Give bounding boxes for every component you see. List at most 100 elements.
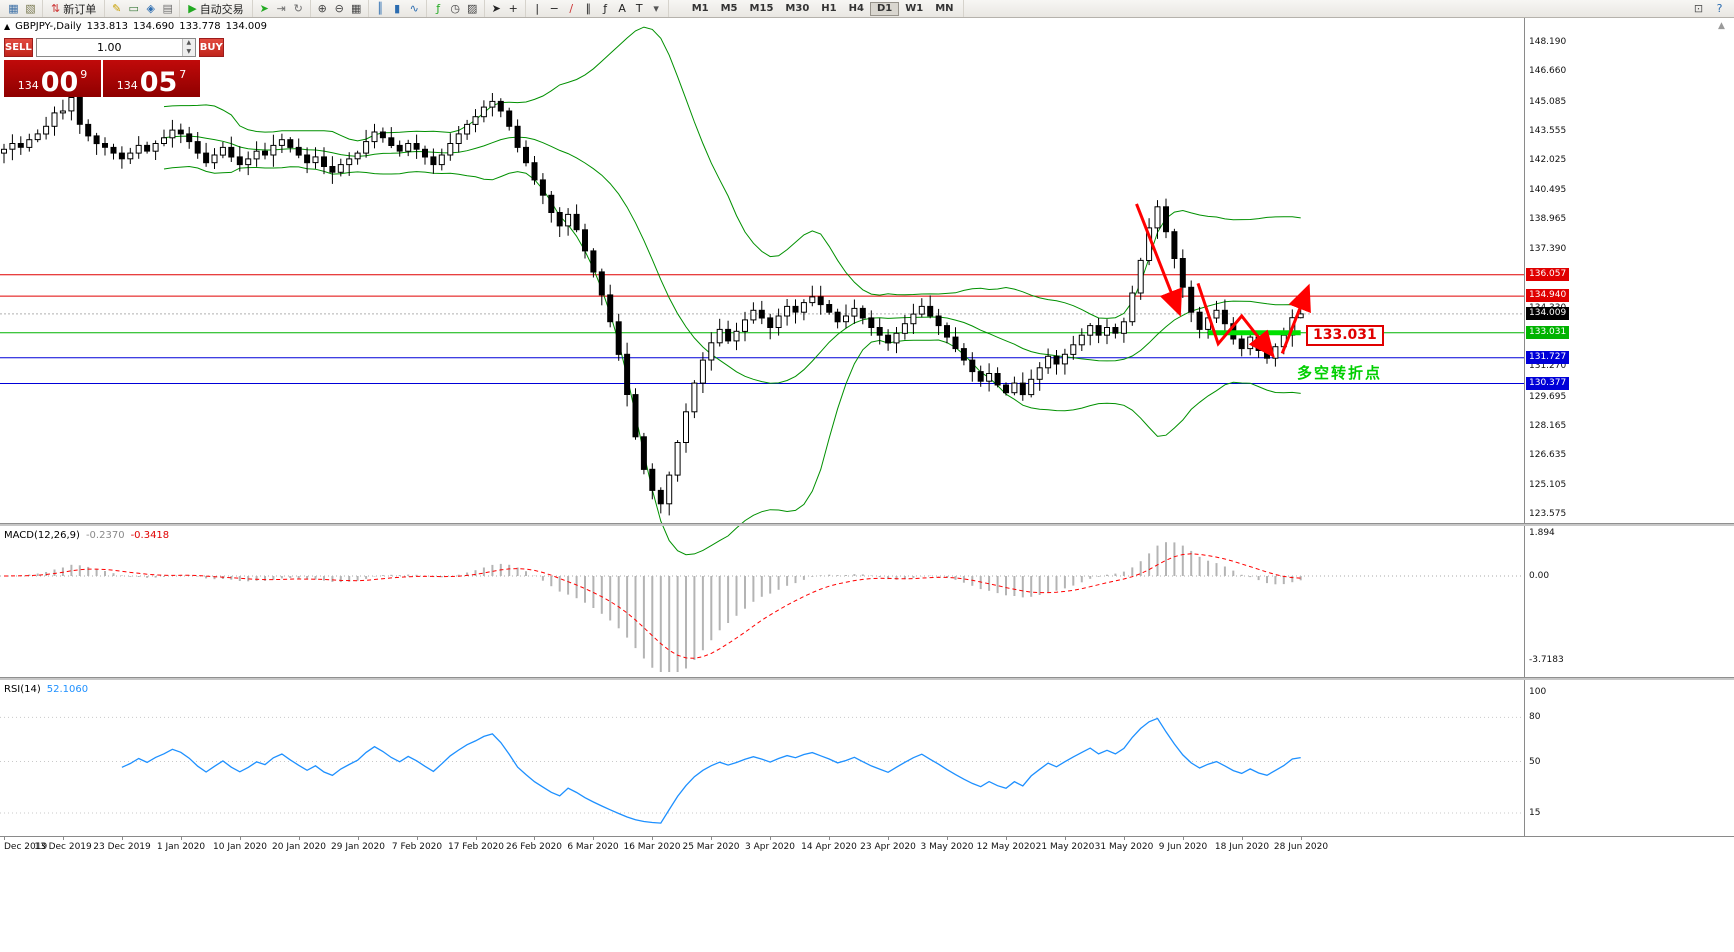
macd-scale-tick: 1.894 — [1529, 528, 1555, 539]
price-tick: 148.190 — [1529, 37, 1567, 48]
price-tick: 131.270 — [1529, 361, 1567, 372]
bar-chart-icon[interactable]: ║ — [372, 1, 389, 16]
buy-button[interactable]: BUY — [198, 38, 224, 57]
date-tick — [181, 837, 182, 840]
timeframe-button-D1[interactable]: D1 — [869, 1, 900, 16]
autotrading-button[interactable]: ▶ 自动交易 — [183, 1, 248, 17]
date-label: 23 Dec 2019 — [93, 842, 151, 852]
volume-down-button[interactable]: ▼ — [182, 47, 195, 56]
date-tick — [947, 837, 948, 840]
indicators-icon[interactable]: ƒ — [430, 1, 447, 16]
shapes-dropdown-icon[interactable]: ▾ — [648, 1, 665, 16]
price-tick: 125.105 — [1529, 479, 1567, 490]
date-tick — [888, 837, 889, 840]
rsi-scale-tick: 80 — [1529, 712, 1541, 723]
bar-low: 133.778 — [179, 21, 221, 32]
sell-button[interactable]: SELL — [4, 38, 33, 57]
zoom-in-icon[interactable]: ⊕ — [314, 1, 331, 16]
price-scale[interactable]: 148.190 146.660 145.085 143.555 142.025 140.4… — [1524, 18, 1734, 858]
candlestick-icon[interactable]: ▮ — [389, 1, 406, 16]
price-tick: 140.495 — [1529, 184, 1567, 195]
autotrading-button-glyph: ▶ — [188, 2, 197, 15]
periods-icon[interactable]: ◷ — [447, 1, 464, 16]
help-icon[interactable]: ? — [1716, 2, 1723, 15]
buy-price-button[interactable]: 134 05 7 — [103, 60, 200, 97]
chart-shift-icon[interactable]: ⇥ — [273, 1, 290, 16]
templates-icon-glyph: ▨ — [466, 2, 478, 15]
terminal-icon-glyph: ▤ — [162, 2, 173, 15]
metaeditor-icon[interactable]: ✎ — [108, 1, 125, 16]
sell-price-button[interactable]: 134 00 9 — [4, 60, 101, 97]
line-chart-icon-glyph: ∿ — [409, 2, 419, 15]
refresh-icon[interactable]: ↻ — [290, 1, 307, 16]
timeframe-button-M1[interactable]: M1 — [691, 2, 709, 14]
navigator-icon[interactable]: ◈ — [142, 1, 159, 16]
line-chart-icon[interactable]: ∿ — [406, 1, 423, 16]
main-macd-splitter[interactable] — [0, 523, 1734, 526]
text-icon[interactable]: A — [614, 1, 631, 16]
timeframe-button-H4[interactable]: H4 — [848, 2, 864, 14]
terminal-icon[interactable]: ▤ — [159, 1, 176, 16]
sell-price-point: 9 — [80, 68, 88, 81]
date-tick — [652, 837, 653, 840]
shapes-dropdown-icon-glyph: ▾ — [653, 2, 659, 15]
price-tick: 123.575 — [1529, 508, 1567, 519]
date-tick — [4, 837, 5, 840]
date-label: Dec 2019 — [4, 842, 48, 852]
chart-title: ▲ GBPJPY-,Daily 133.813 134.690 133.778 … — [4, 21, 267, 32]
one-click-collapse-icon[interactable]: ▲ — [4, 22, 11, 31]
price-tick: 137.390 — [1529, 244, 1567, 255]
macd-scale-tick: 0.00 — [1529, 571, 1550, 581]
new-chart-icon[interactable]: ▦ — [5, 1, 22, 16]
timeframe-button-M30[interactable]: M30 — [785, 2, 810, 14]
volume-input[interactable] — [36, 39, 182, 56]
crosshair-icon[interactable]: + — [505, 1, 522, 16]
trendline-icon[interactable]: ∕ — [563, 1, 580, 16]
cursor-icon[interactable]: ➤ — [488, 1, 505, 16]
timeframe-button-H1[interactable]: H1 — [821, 2, 837, 14]
time-axis[interactable]: Dec 2019 13 Dec 2019 23 Dec 2019 1 Jan 2020… — [0, 836, 1734, 859]
cursor-icon-glyph: ➤ — [491, 2, 501, 15]
date-tick — [1301, 837, 1302, 840]
vertical-line-icon[interactable]: | — [529, 1, 546, 16]
print-icon[interactable]: ⊡ — [1693, 2, 1704, 15]
macd-rsi-splitter[interactable] — [0, 677, 1734, 680]
bar-open: 133.813 — [86, 21, 128, 32]
data-window-icon[interactable]: ▭ — [125, 1, 142, 16]
volume-up-button[interactable]: ▲ — [182, 39, 195, 48]
rsi-name: RSI(14) — [4, 684, 41, 695]
toolbar-group-cursor: ➤ + — [485, 0, 526, 17]
rsi-indicator-label: RSI(14) 52.1060 — [4, 684, 88, 695]
templates-icon[interactable]: ▨ — [464, 1, 481, 16]
bar-chart-icon-glyph: ║ — [376, 2, 384, 15]
sell-price-integer: 134 — [17, 79, 39, 92]
refresh-icon-glyph: ↻ — [293, 2, 303, 15]
arrow-tool-icon[interactable]: T — [631, 1, 648, 16]
scroll-up-icon[interactable]: ▲ — [1718, 21, 1725, 31]
tile-windows-icon[interactable]: ▦ — [348, 1, 365, 16]
macd-name: MACD(12,26,9) — [4, 530, 80, 541]
timeframe-button-M5[interactable]: M5 — [720, 2, 738, 14]
turning-point-note[interactable]: 多空转折点 — [1297, 364, 1383, 382]
date-label: 29 Jan 2020 — [331, 842, 385, 852]
price-tick: 138.965 — [1529, 213, 1567, 224]
date-tick — [240, 837, 241, 840]
timeframe-button-MN[interactable]: MN — [935, 2, 954, 14]
auto-scroll-icon[interactable]: ➤ — [256, 1, 273, 16]
date-tick — [770, 837, 771, 840]
timeframe-button-M15[interactable]: M15 — [749, 2, 774, 14]
date-label: 28 Jun 2020 — [1273, 842, 1329, 852]
horizontal-line-icon[interactable]: − — [546, 1, 563, 16]
new-order-button[interactable]: ⇅ 新订单 — [46, 1, 101, 17]
channel-icon[interactable]: ∥ — [580, 1, 597, 16]
fibonacci-icon[interactable]: ƒ — [597, 1, 614, 16]
one-click-trading-panel: SELL ▲ ▼ BUY 134 00 9 134 05 7 — [4, 38, 224, 97]
zoom-out-icon[interactable]: ⊖ — [331, 1, 348, 16]
line-price-label: 133.031 — [1526, 325, 1570, 339]
crosshair-icon-glyph: + — [508, 2, 518, 15]
timeframe-button-W1[interactable]: W1 — [905, 2, 924, 14]
price-callout-label[interactable]: 133.031 — [1306, 325, 1384, 346]
price-tick: 126.635 — [1529, 450, 1567, 461]
profiles-icon[interactable]: ▧ — [22, 1, 39, 16]
